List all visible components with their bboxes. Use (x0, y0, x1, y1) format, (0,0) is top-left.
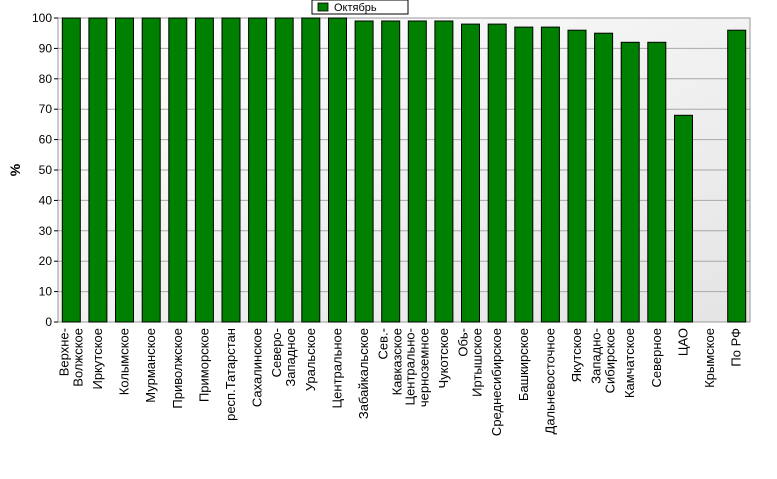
bar (88, 17, 108, 323)
bar (168, 17, 188, 323)
x-category-label: черноземное (416, 328, 431, 407)
bar (381, 20, 401, 323)
y-axis-ticks: 0 10 20 30 40 50 60 70 80 90 100 (32, 11, 58, 329)
bar (727, 29, 747, 323)
bar (647, 41, 667, 323)
y-axis-label: % (7, 163, 23, 176)
y-tick-label: 40 (39, 193, 53, 207)
x-category-label: Иртышское (470, 328, 485, 397)
bar (594, 32, 614, 323)
x-category-label: Сахалинское (250, 328, 265, 407)
x-category-label: Колымское (117, 328, 132, 395)
x-category-label: Кавказское (390, 328, 405, 395)
x-category-label: Северо- (269, 328, 284, 377)
bars (61, 17, 747, 323)
y-tick-label: 20 (39, 254, 53, 268)
x-category-label: Дальневосточное (542, 328, 557, 434)
bar (620, 41, 640, 323)
x-axis-labels: Верхне- Волжское Иркутское Колымское Мурманс… (56, 328, 743, 436)
x-category-label: Мурманское (143, 328, 158, 403)
y-tick-label: 10 (39, 285, 53, 299)
x-category-label: Западное (283, 328, 298, 387)
x-category-label: Волжское (70, 328, 85, 387)
bar (274, 17, 294, 323)
x-category-label: По РФ (729, 328, 744, 367)
bar (461, 23, 480, 323)
x-category-label: Центрально- (402, 328, 417, 406)
bar (487, 23, 507, 323)
y-tick-label: 0 (45, 315, 52, 329)
x-category-label: ЦАО (676, 328, 691, 356)
x-category-label: Крымское (702, 328, 717, 388)
bar (354, 20, 374, 323)
x-category-label: Сев.- (376, 328, 391, 359)
bar (674, 114, 693, 323)
bar (221, 17, 241, 323)
bar (434, 20, 454, 323)
bar (115, 17, 134, 323)
y-tick-label: 80 (39, 72, 53, 86)
bar (328, 17, 347, 323)
x-category-label: респ.Татарстан (223, 328, 238, 421)
x-category-label: Приволжское (170, 328, 185, 409)
x-category-label: Чукотское (436, 328, 451, 389)
x-category-label: Сибирское (603, 328, 618, 393)
y-tick-label: 70 (39, 102, 53, 116)
legend: Октябрь (311, 0, 409, 15)
y-tick-label: 30 (39, 224, 53, 238)
x-category-label: Западно- (589, 328, 604, 384)
x-category-label: Забайкальское (356, 328, 371, 419)
x-category-label: Центральное (330, 328, 345, 408)
bar (194, 17, 214, 323)
bar (141, 17, 161, 323)
y-tick-label: 100 (32, 11, 52, 25)
x-category-label: Уральское (303, 328, 318, 391)
bar (61, 17, 81, 323)
legend-label: Октябрь (334, 2, 377, 14)
bar (301, 17, 321, 323)
x-category-label: Среднесибирское (489, 328, 504, 436)
x-category-label: Якутское (569, 328, 584, 382)
legend-swatch (317, 2, 329, 12)
bar (567, 29, 587, 323)
bar (514, 26, 534, 323)
bar (407, 20, 427, 323)
x-category-label: Обь- (456, 328, 471, 357)
bar (248, 17, 268, 323)
bar (540, 26, 560, 323)
x-category-label: Приморское (196, 328, 211, 402)
y-tick-label: 50 (39, 163, 53, 177)
y-tick-label: 60 (39, 133, 53, 147)
x-category-label: Камчатское (622, 328, 637, 398)
x-category-label: Башкирское (516, 328, 531, 401)
x-category-label: Верхне- (56, 328, 71, 376)
x-category-label: Северное (649, 328, 664, 387)
x-category-label: Иркутское (90, 328, 105, 390)
legend-box (311, 0, 409, 15)
y-tick-label: 90 (39, 41, 53, 55)
